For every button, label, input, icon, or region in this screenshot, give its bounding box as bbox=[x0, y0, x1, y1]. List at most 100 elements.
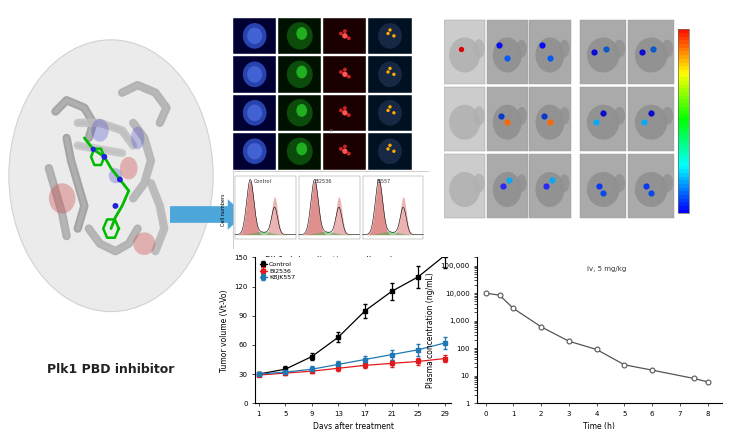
FancyBboxPatch shape bbox=[679, 194, 689, 199]
FancyBboxPatch shape bbox=[369, 133, 411, 169]
Point bbox=[648, 45, 659, 52]
Ellipse shape bbox=[635, 172, 667, 207]
Ellipse shape bbox=[449, 105, 480, 140]
Ellipse shape bbox=[449, 37, 480, 73]
FancyBboxPatch shape bbox=[233, 18, 276, 54]
Ellipse shape bbox=[449, 172, 480, 207]
FancyBboxPatch shape bbox=[679, 58, 689, 63]
Ellipse shape bbox=[378, 139, 402, 164]
Ellipse shape bbox=[613, 107, 625, 125]
Point bbox=[335, 107, 347, 114]
Point bbox=[339, 143, 351, 150]
Ellipse shape bbox=[133, 233, 155, 255]
Ellipse shape bbox=[287, 22, 313, 50]
FancyBboxPatch shape bbox=[679, 36, 689, 40]
FancyBboxPatch shape bbox=[444, 20, 485, 84]
FancyBboxPatch shape bbox=[679, 114, 689, 118]
FancyBboxPatch shape bbox=[679, 44, 689, 48]
FancyBboxPatch shape bbox=[679, 128, 689, 133]
Point bbox=[388, 109, 400, 116]
FancyBboxPatch shape bbox=[679, 205, 689, 210]
Point bbox=[384, 103, 396, 110]
Ellipse shape bbox=[120, 157, 138, 179]
Point bbox=[382, 69, 394, 76]
Point bbox=[493, 42, 505, 49]
Point bbox=[599, 45, 611, 52]
Ellipse shape bbox=[296, 142, 307, 155]
FancyBboxPatch shape bbox=[679, 84, 689, 88]
Ellipse shape bbox=[493, 172, 522, 207]
FancyBboxPatch shape bbox=[679, 73, 689, 77]
Text: Control: Control bbox=[255, 179, 272, 184]
Ellipse shape bbox=[131, 127, 144, 149]
FancyBboxPatch shape bbox=[679, 136, 689, 140]
Ellipse shape bbox=[474, 174, 485, 193]
Point bbox=[597, 189, 609, 196]
FancyBboxPatch shape bbox=[369, 56, 411, 93]
FancyBboxPatch shape bbox=[679, 62, 689, 66]
Ellipse shape bbox=[493, 105, 522, 140]
Point bbox=[335, 30, 347, 37]
FancyBboxPatch shape bbox=[679, 88, 689, 92]
Point bbox=[335, 145, 347, 152]
FancyBboxPatch shape bbox=[679, 106, 689, 110]
Point bbox=[384, 142, 396, 149]
FancyBboxPatch shape bbox=[679, 47, 689, 51]
Point bbox=[645, 109, 657, 116]
FancyBboxPatch shape bbox=[679, 33, 689, 37]
FancyBboxPatch shape bbox=[679, 180, 689, 184]
Point bbox=[384, 65, 396, 72]
FancyBboxPatch shape bbox=[444, 87, 485, 151]
Point bbox=[544, 119, 556, 126]
FancyBboxPatch shape bbox=[679, 143, 689, 147]
Ellipse shape bbox=[662, 107, 673, 125]
FancyBboxPatch shape bbox=[679, 139, 689, 143]
Point bbox=[114, 176, 126, 183]
Text: PI: PI bbox=[329, 129, 333, 133]
Ellipse shape bbox=[587, 37, 619, 73]
Ellipse shape bbox=[378, 61, 402, 87]
Y-axis label: Plasma concentration (ng/mL): Plasma concentration (ng/mL) bbox=[425, 272, 435, 388]
Point bbox=[388, 71, 400, 78]
Point bbox=[538, 112, 550, 119]
Ellipse shape bbox=[109, 168, 122, 183]
FancyBboxPatch shape bbox=[679, 209, 689, 214]
Point bbox=[502, 55, 514, 62]
Ellipse shape bbox=[559, 174, 570, 192]
FancyBboxPatch shape bbox=[233, 171, 429, 249]
FancyBboxPatch shape bbox=[679, 124, 689, 129]
FancyBboxPatch shape bbox=[323, 18, 366, 54]
Point bbox=[335, 69, 347, 76]
Ellipse shape bbox=[536, 37, 565, 73]
FancyBboxPatch shape bbox=[679, 154, 689, 158]
FancyBboxPatch shape bbox=[679, 172, 689, 177]
Legend: Control, BI2536, KBJK557: Control, BI2536, KBJK557 bbox=[258, 260, 297, 282]
FancyBboxPatch shape bbox=[679, 147, 689, 151]
FancyBboxPatch shape bbox=[233, 56, 276, 93]
Text: Plk1 PBD inhibitor: Plk1 PBD inhibitor bbox=[47, 363, 175, 376]
FancyBboxPatch shape bbox=[679, 110, 689, 114]
Point bbox=[339, 71, 351, 78]
Point bbox=[454, 45, 466, 52]
FancyBboxPatch shape bbox=[679, 198, 689, 202]
FancyBboxPatch shape bbox=[235, 176, 296, 239]
Point bbox=[343, 73, 354, 80]
Point bbox=[343, 150, 354, 157]
FancyBboxPatch shape bbox=[278, 56, 321, 93]
Ellipse shape bbox=[243, 100, 266, 126]
FancyBboxPatch shape bbox=[233, 94, 276, 131]
FancyArrowPatch shape bbox=[170, 199, 244, 230]
FancyBboxPatch shape bbox=[628, 20, 674, 84]
Point bbox=[536, 42, 548, 49]
Ellipse shape bbox=[243, 23, 266, 48]
Point bbox=[544, 55, 556, 62]
FancyBboxPatch shape bbox=[679, 66, 689, 70]
Text: In vivo: In vivo bbox=[513, 258, 545, 268]
Text: iv, 5 mg/kg: iv, 5 mg/kg bbox=[588, 266, 627, 272]
Ellipse shape bbox=[378, 23, 402, 48]
FancyBboxPatch shape bbox=[580, 20, 627, 84]
FancyBboxPatch shape bbox=[679, 99, 689, 103]
FancyBboxPatch shape bbox=[679, 54, 689, 59]
Ellipse shape bbox=[378, 100, 402, 126]
Point bbox=[382, 145, 394, 152]
